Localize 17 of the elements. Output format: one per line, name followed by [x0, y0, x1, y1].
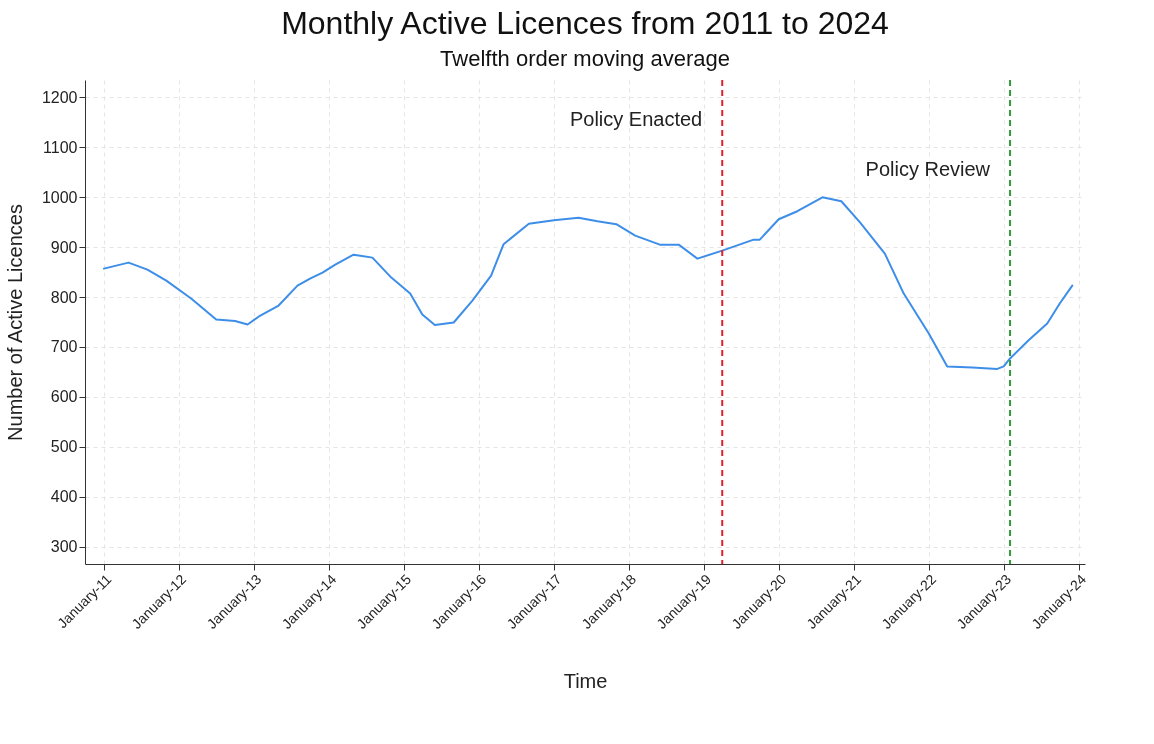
y-tick-label: 300: [50, 538, 78, 556]
y-tick-label: 1100: [43, 138, 78, 156]
y-tick-label: 900: [50, 238, 78, 256]
y-axis-title: Number of Active Licences: [3, 204, 26, 441]
y-tick-label: 500: [50, 438, 78, 456]
y-tick-label: 400: [50, 488, 78, 506]
y-tick-label: 600: [50, 388, 78, 406]
y-tick-label: 700: [50, 338, 78, 356]
y-tick-label: 1200: [41, 88, 78, 106]
x-axis-title: Time: [563, 669, 608, 692]
line-series: [102, 196, 1074, 370]
ref-line-label: Policy Enacted: [569, 108, 703, 130]
chart-title: Monthly Active Licences from 2011 to 2024: [281, 5, 889, 41]
y-tick-label: 800: [50, 288, 78, 306]
chart-subtitle: Twelfth order moving average: [440, 46, 730, 71]
ref-line-label: Policy Review: [865, 158, 991, 180]
y-tick-label: 1000: [41, 188, 78, 206]
